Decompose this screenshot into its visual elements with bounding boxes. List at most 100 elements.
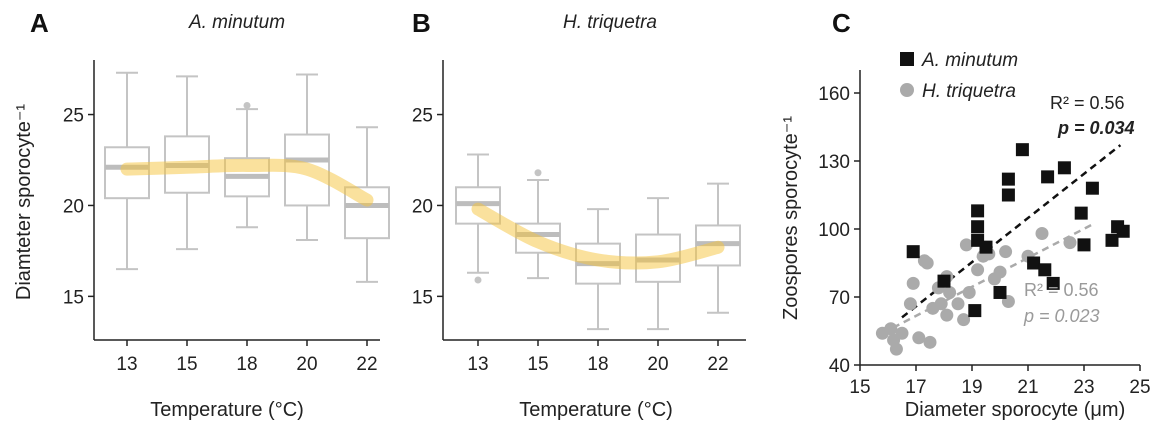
point-h-triquetra (912, 331, 926, 345)
panel-c-y-title: Zoospores sporocyte⁻¹ (780, 116, 802, 320)
stat-r2-a-minutum: R² = 0.56 (1050, 93, 1125, 113)
point-h-triquetra (1035, 227, 1049, 241)
point-a-minutum (1038, 263, 1052, 277)
point-h-triquetra (906, 276, 920, 290)
panel-c-x-tick-label: 19 (961, 377, 982, 398)
point-h-triquetra (951, 297, 965, 311)
panel-a-x-tick-label: 22 (356, 354, 377, 375)
panel-b-title: H. triquetra (563, 12, 657, 33)
panel-letter-b: B (412, 8, 431, 38)
point-a-minutum (937, 274, 951, 288)
panel-a-y-tick-label: 20 (63, 196, 84, 217)
point-h-triquetra (959, 238, 973, 252)
panel-a-title: A. minutum (188, 12, 285, 33)
panel-b-outlier (534, 169, 542, 177)
panel-b-x-title: Temperature (°C) (519, 399, 673, 421)
panel-a-y-title: Diamteter sporocyte⁻¹ (13, 104, 35, 301)
fit-line-a-minutum (901, 144, 1122, 319)
panel-a-x-tick-label: 15 (176, 354, 197, 375)
panel-b-plot: 15 20 25 13 15 18 20 22 (412, 60, 746, 375)
panel-c: C 40 70 100 130 160 15 17 19 21 23 25 Zoospores sp… (780, 8, 1151, 421)
legend-label-a-minutum: A. minutum (921, 50, 1018, 71)
panel-c-x-tick-label: 25 (1129, 377, 1150, 398)
point-a-minutum (1001, 188, 1015, 202)
point-h-triquetra (889, 342, 903, 356)
point-a-minutum (1046, 276, 1060, 290)
panel-c-x-title: Diameter sporocyte (μm) (905, 399, 1125, 421)
point-a-minutum (1116, 224, 1130, 238)
point-h-triquetra (962, 285, 976, 299)
point-a-minutum (979, 240, 993, 254)
panel-letter-c: C (832, 8, 851, 38)
point-h-triquetra (999, 245, 1013, 259)
point-a-minutum (1001, 172, 1015, 186)
panel-a-trend-line (120, 158, 374, 207)
point-h-triquetra (884, 322, 898, 336)
panel-b: B H. triquetra 15 20 25 13 15 18 20 22 Temperat… (412, 8, 746, 421)
point-h-triquetra (971, 263, 985, 277)
panel-c-x-tick-label: 21 (1017, 377, 1038, 398)
panel-a-y-tick-label: 25 (63, 106, 84, 127)
panel-a-y-tick-label: 15 (63, 287, 84, 308)
point-h-triquetra (920, 256, 934, 270)
panel-c-y-tick-label: 160 (818, 84, 850, 105)
panel-c-plot: 40 70 100 130 160 15 17 19 21 23 25 (818, 70, 1151, 398)
point-a-minutum (1027, 256, 1041, 270)
panel-c-x-tick-label: 17 (905, 377, 926, 398)
panel-b-y-tick-label: 25 (412, 106, 433, 127)
point-a-minutum (1105, 233, 1119, 247)
panel-c-x-tick-label: 15 (849, 377, 870, 398)
point-h-triquetra (934, 297, 948, 311)
panel-c-y-tick-label: 100 (818, 220, 850, 241)
point-a-minutum (1015, 143, 1029, 157)
point-a-minutum (993, 285, 1007, 299)
legend-label-h-triquetra: H. triquetra (922, 81, 1016, 102)
panel-b-x-tick-label: 15 (527, 354, 548, 375)
point-h-triquetra (993, 265, 1007, 279)
panel-c-x-tick-label: 23 (1073, 377, 1094, 398)
panel-a-outlier (243, 101, 251, 109)
point-h-triquetra (940, 308, 954, 322)
point-h-triquetra (923, 335, 937, 349)
panel-b-x-tick-label: 22 (707, 354, 728, 375)
stat-r2-h-triquetra: R² = 0.56 (1024, 280, 1099, 300)
point-a-minutum (1074, 206, 1088, 220)
legend-marker-a-minutum (900, 52, 914, 66)
panel-b-x-tick-label: 20 (647, 354, 668, 375)
legend: A. minutum H. triquetra (900, 50, 1018, 102)
fit-line-h-triquetra (881, 223, 1093, 335)
point-a-minutum (1057, 161, 1071, 175)
point-h-triquetra (943, 285, 957, 299)
panel-b-outlier (474, 276, 482, 284)
point-a-minutum (971, 204, 985, 218)
stat-p-h-triquetra: p = 0.023 (1023, 306, 1100, 326)
point-a-minutum (968, 304, 982, 318)
panel-b-x-tick-label: 18 (587, 354, 608, 375)
legend-marker-h-triquetra (900, 83, 914, 97)
panel-b-y-tick-label: 15 (412, 287, 433, 308)
point-h-triquetra (957, 313, 971, 327)
point-a-minutum (906, 245, 920, 259)
point-a-minutum (1041, 170, 1055, 184)
panel-c-y-tick-label: 130 (818, 152, 850, 173)
panel-c-y-tick-label: 70 (829, 288, 850, 309)
panel-b-trend-line (471, 202, 725, 270)
panel-b-x-tick-label: 13 (467, 354, 488, 375)
panel-b-y-tick-label: 20 (412, 196, 433, 217)
point-h-triquetra (1063, 236, 1077, 250)
point-h-triquetra (895, 326, 909, 340)
panel-a-x-tick-label: 18 (236, 354, 257, 375)
stat-p-a-minutum: p = 0.034 (1057, 118, 1135, 138)
panel-a-x-tick-label: 13 (116, 354, 137, 375)
panel-a-plot: 15 20 25 13 15 18 20 22 (63, 60, 390, 375)
panel-a-x-title: Temperature (°C) (150, 399, 304, 421)
panel-a: A A. minutum 15 20 25 13 15 18 20 22 Diamteter … (13, 8, 390, 421)
point-h-triquetra (903, 297, 917, 311)
point-a-minutum (971, 220, 985, 234)
panel-c-y-tick-label: 40 (829, 356, 850, 377)
point-a-minutum (1077, 238, 1091, 252)
point-a-minutum (1085, 181, 1099, 195)
panel-a-x-tick-label: 20 (296, 354, 317, 375)
panel-letter-a: A (30, 8, 49, 38)
